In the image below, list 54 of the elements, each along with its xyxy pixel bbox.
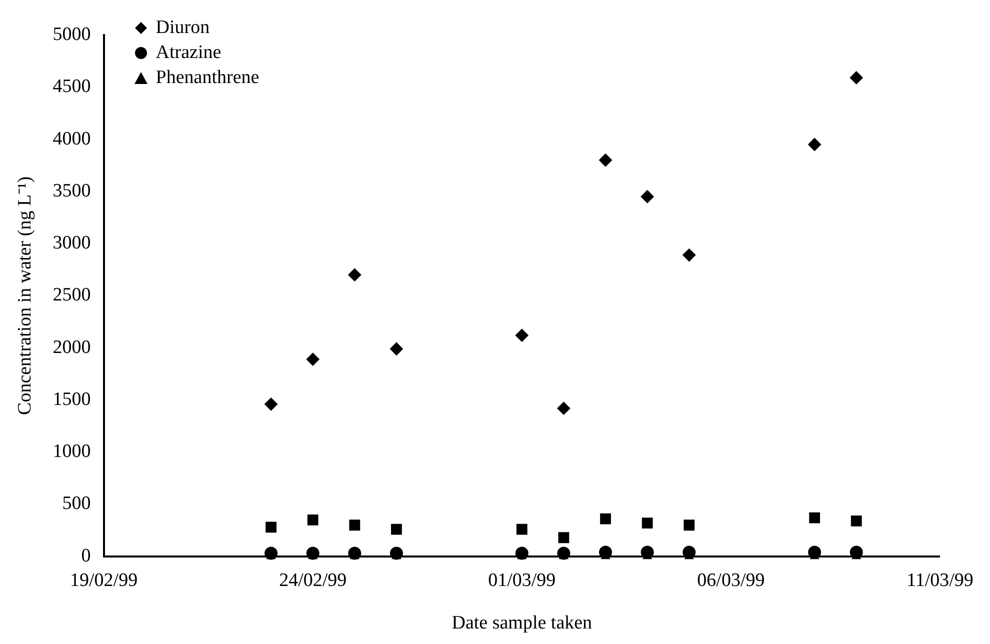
point: [349, 520, 360, 531]
point: [682, 546, 696, 559]
point: [600, 513, 611, 524]
legend-label: Diuron: [156, 16, 210, 40]
y-tick-label: 4000: [52, 128, 91, 150]
point: [808, 138, 822, 151]
point: [642, 518, 653, 528]
y-tick-label: 3500: [52, 180, 91, 202]
point: [850, 515, 862, 526]
y-tick-label: 5000: [52, 24, 91, 45]
point: [264, 546, 278, 560]
y-tick-label: 0: [81, 545, 91, 566]
point: [640, 190, 654, 204]
y-tick-label: 3000: [52, 232, 91, 254]
point: [516, 524, 528, 535]
y-tick-label: 1500: [52, 388, 91, 410]
point: [557, 402, 570, 415]
legend-label: Phenanthrene: [156, 66, 260, 90]
point: [682, 248, 696, 262]
x-axis-title: Date sample taken: [452, 612, 593, 634]
x-tick-label: 06/03/99: [697, 570, 765, 591]
y-axis-title: Concentration in water (ng L⁻¹): [14, 176, 36, 415]
point: [348, 546, 362, 560]
point: [515, 546, 528, 560]
point: [599, 154, 612, 167]
y-tick-label: 1000: [52, 441, 91, 462]
point: [390, 546, 403, 560]
y-tick-label: 500: [62, 493, 91, 514]
point: [390, 342, 403, 356]
point: [684, 520, 695, 531]
point: [515, 328, 528, 342]
point: [306, 352, 320, 366]
x-tick-label: 19/02/99: [70, 570, 138, 591]
y-tick-label: 2500: [52, 284, 91, 306]
y-tick-label: 2000: [52, 336, 91, 358]
x-tick-label: 01/03/99: [488, 570, 556, 591]
point: [306, 546, 320, 560]
point: [348, 268, 362, 282]
point: [558, 532, 570, 544]
point: [599, 546, 612, 559]
point: [307, 514, 318, 526]
point: [640, 546, 654, 559]
point: [264, 398, 278, 411]
x-tick-label: 11/03/99: [906, 570, 974, 591]
y-tick-label: 4500: [52, 76, 91, 98]
x-tick-label: 24/02/99: [279, 570, 347, 591]
point: [557, 546, 570, 560]
point: [850, 546, 863, 559]
point: [391, 524, 402, 535]
point: [808, 546, 822, 559]
point: [266, 522, 276, 533]
point: [850, 71, 863, 84]
legend-label: Atrazine: [156, 41, 222, 65]
point: [809, 512, 820, 524]
